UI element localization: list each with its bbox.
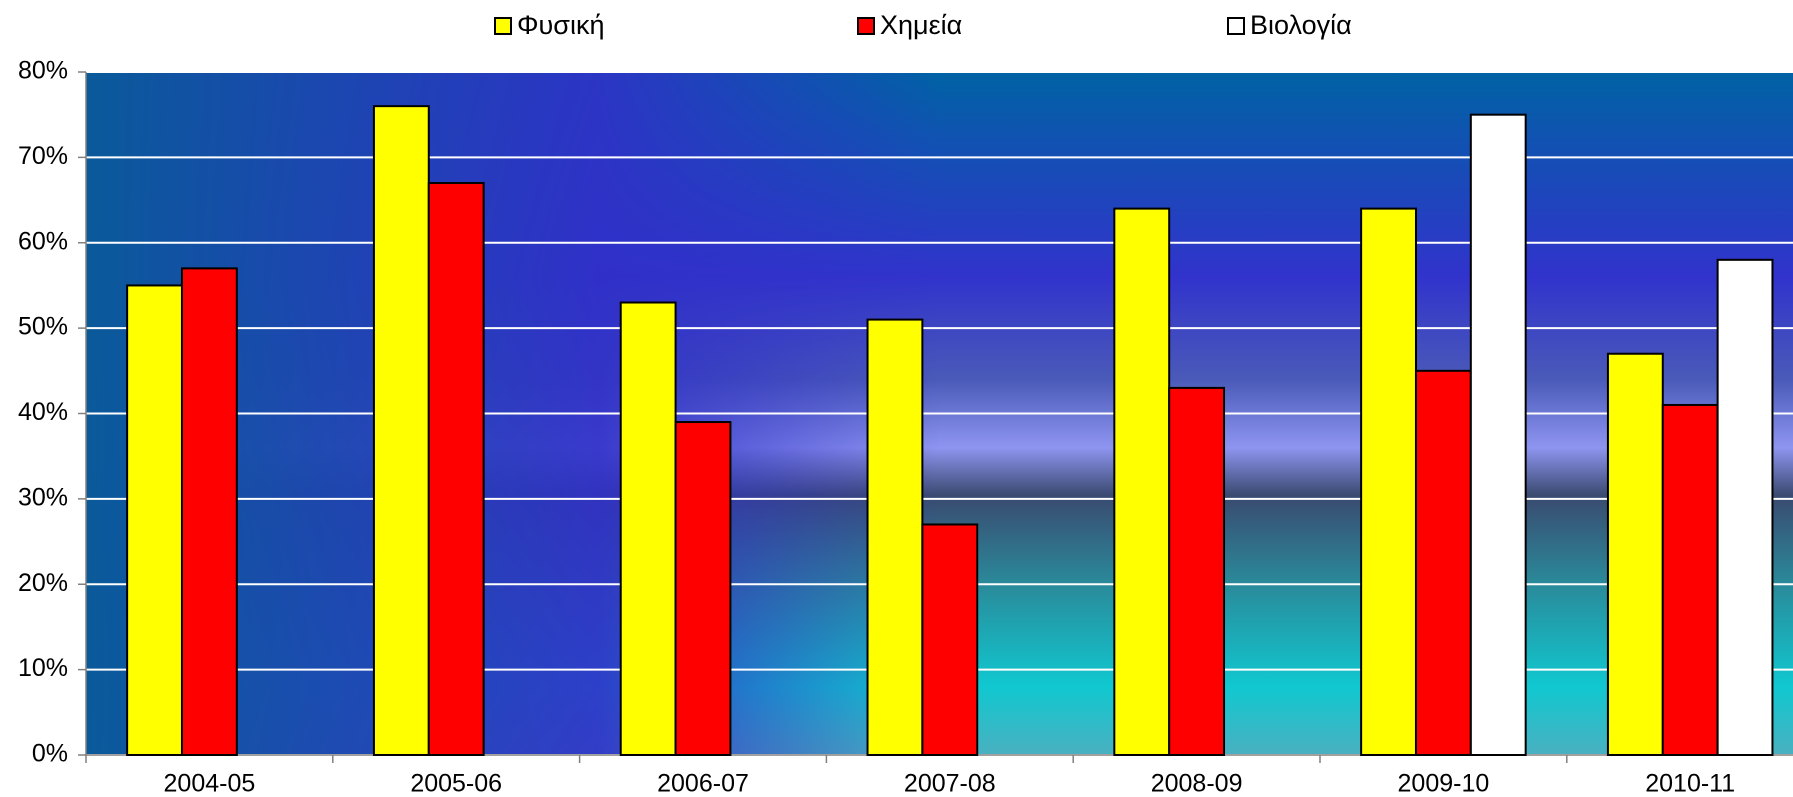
y-tick-label: 70% — [18, 142, 68, 170]
bar — [1414, 369, 1472, 756]
legend: Φυσική Χημεία Βιολογία — [494, 10, 1352, 40]
legend-label: Βιολογία — [1250, 10, 1352, 40]
y-tick-label: 50% — [18, 313, 68, 341]
x-tick-label: 2010-11 — [1645, 770, 1735, 797]
x-tick-label: 2005-06 — [410, 770, 502, 797]
y-tick-label: 0% — [32, 740, 68, 768]
x-tick-label: 2007-08 — [904, 770, 996, 797]
bar — [1469, 113, 1527, 756]
legend-swatch — [494, 17, 512, 35]
y-tick-label: 10% — [18, 654, 68, 682]
bar — [866, 318, 924, 756]
legend-swatch — [1227, 17, 1245, 35]
bar — [921, 523, 979, 756]
x-tick-label: 2009-10 — [1398, 770, 1490, 797]
bar — [674, 421, 732, 756]
x-tick-label: 2004-05 — [164, 770, 256, 797]
bar — [126, 284, 183, 756]
x-tick-label: 2006-07 — [657, 770, 749, 797]
bar — [1716, 258, 1774, 756]
bar — [1606, 352, 1664, 756]
y-tick-label: 80% — [18, 57, 68, 85]
y-tick-label: 20% — [18, 569, 68, 597]
y-tick-label: 40% — [18, 398, 68, 426]
bar — [1168, 386, 1226, 756]
bar — [1360, 207, 1417, 757]
x-tick-label: 2008-09 — [1151, 770, 1243, 797]
bar — [372, 105, 430, 756]
legend-swatch — [857, 17, 875, 35]
y-tick-label: 60% — [18, 227, 68, 255]
legend-label: Χημεία — [880, 10, 962, 40]
bar — [427, 181, 485, 757]
y-tick-label: 30% — [18, 483, 68, 511]
bar — [1113, 207, 1171, 757]
bar — [1661, 403, 1719, 756]
bar — [180, 267, 238, 756]
bar — [619, 301, 677, 756]
legend-label: Φυσική — [517, 10, 605, 40]
